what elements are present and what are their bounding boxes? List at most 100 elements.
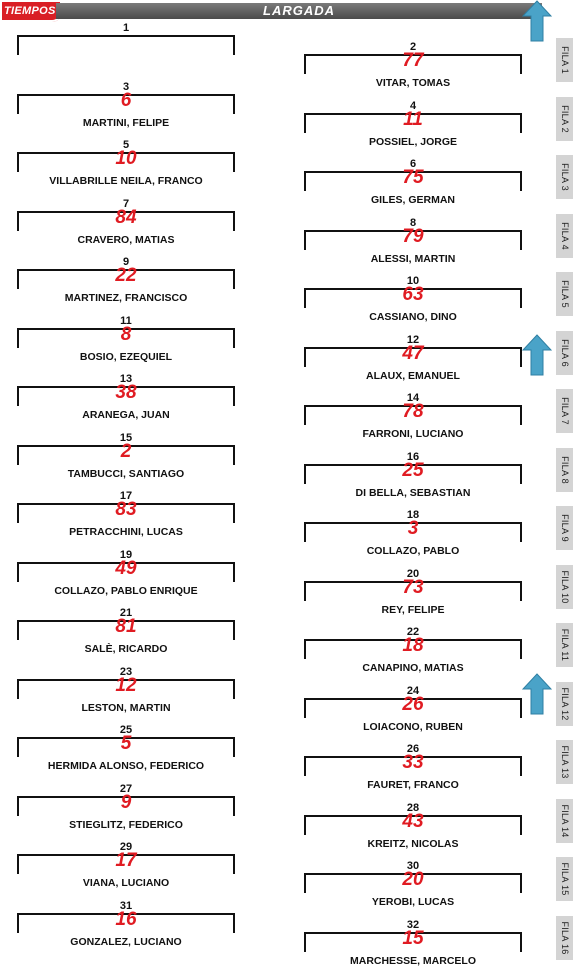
- arrow-up-icon: [521, 334, 553, 376]
- fila-label: FILA 2: [559, 104, 570, 133]
- arrow-up-icon: [521, 0, 553, 42]
- car-number: 47: [402, 342, 424, 364]
- fila-tab: FILA 7: [556, 389, 573, 433]
- grid-bracket: [17, 737, 235, 757]
- fila-tab: FILA 11: [556, 623, 573, 667]
- grid-position: 22: [406, 626, 420, 638]
- grid-position: 32: [406, 918, 420, 931]
- driver-name: BOSIO, EZEQUIEL: [79, 350, 173, 363]
- car-number: 49: [115, 557, 137, 579]
- grid-bracket: [304, 814, 522, 835]
- grid-position: 25: [119, 724, 133, 736]
- driver-name: KREITZ, NICOLAS: [367, 837, 459, 850]
- driver-name: FARRONI, LUCIANO: [362, 428, 464, 440]
- car-number: 12: [115, 674, 137, 696]
- logo-text: TIEMPOS: [4, 5, 56, 17]
- driver-name: SALÈ, RICARDO: [84, 643, 168, 655]
- grid-slot: 31 16 GONZALEZ, LUCIANO: [17, 900, 235, 960]
- grid-position: 20: [406, 567, 420, 580]
- grid-slot: 24 26 LOIACONO, RUBEN: [304, 685, 522, 745]
- grid-bracket: [304, 580, 522, 601]
- fila-label: FILA 4: [559, 221, 570, 250]
- fila-label: FILA 6: [559, 338, 570, 367]
- driver-name: GONZALEZ, LUCIANO: [70, 935, 182, 948]
- driver-name: ARANEGA, JUAN: [82, 409, 170, 421]
- car-number: 78: [402, 401, 424, 422]
- grid-slot: 27 9 STIEGLITZ, FEDERICO: [17, 783, 235, 843]
- grid-position: 27: [119, 782, 133, 795]
- grid-bracket: [17, 503, 235, 523]
- car-number: 9: [120, 791, 132, 813]
- grid-slot: 6 75 GILES, GERMAN: [304, 158, 522, 218]
- car-number: 33: [402, 752, 424, 773]
- grid-position: 26: [406, 743, 420, 755]
- grid-position: 4: [409, 99, 417, 112]
- grid-slot: 23 12 LESTON, MARTIN: [17, 666, 235, 726]
- fila-tab: FILA 5: [556, 272, 573, 316]
- car-number: 84: [115, 206, 137, 228]
- fila-tab: FILA 14: [556, 798, 573, 843]
- grid-bracket: [304, 697, 522, 718]
- grid-position: 14: [406, 392, 420, 404]
- car-number: 18: [402, 635, 424, 656]
- grid-slot: 28 43 KREITZ, NICOLAS: [304, 802, 522, 862]
- car-number: 5: [120, 733, 132, 754]
- grid-bracket: [17, 35, 235, 55]
- fila-tab: FILA 1: [556, 38, 573, 82]
- grid-slot: 9 22 MARTINEZ, FRANCISCO: [17, 256, 235, 316]
- driver-name: GILES, GERMAN: [370, 194, 455, 206]
- grid-bracket: [304, 463, 522, 484]
- grid-slot: 15 2 TAMBUCCI, SANTIAGO: [17, 432, 235, 492]
- grid-slot: 21 81 SALÈ, RICARDO: [17, 607, 235, 667]
- car-number: 16: [115, 908, 137, 930]
- grid-bracket: [304, 112, 522, 133]
- driver-name: PETRACCHINI, LUCAS: [69, 526, 183, 538]
- driver-name: HERMIDA ALONSO, FEDERICO: [47, 760, 205, 772]
- fila-label: FILA 1: [559, 46, 570, 74]
- grid-bracket: [304, 229, 522, 250]
- grid-slot: 2 77 VITAR, TOMAS: [304, 41, 522, 101]
- car-number: 11: [403, 108, 423, 130]
- grid-position: 21: [119, 607, 133, 619]
- car-number: 10: [115, 148, 137, 169]
- grid-position: 11: [120, 314, 132, 327]
- fila-label: FILA 10: [559, 569, 570, 604]
- grid-position: 28: [406, 801, 420, 814]
- car-number: 83: [115, 499, 137, 520]
- grid-position: 17: [119, 490, 133, 502]
- tiempos-logo: TIEMPOS: [0, 0, 62, 22]
- page-title: LARGADA: [263, 3, 335, 18]
- car-number: 17: [115, 850, 137, 871]
- fila-tab: FILA 3: [556, 155, 573, 199]
- grid-slot: 5 10 VILLABRILLE NEILA, FRANCO: [17, 139, 235, 199]
- car-number: 25: [402, 459, 424, 481]
- grid-position: 8: [409, 216, 417, 229]
- grid-slot: 18 3 COLLAZO, PABLO: [304, 509, 522, 569]
- grid-bracket: [304, 405, 522, 425]
- grid-slot: 11 8 BOSIO, EZEQUIEL: [17, 315, 235, 375]
- grid-bracket: [17, 561, 235, 582]
- grid-slot: 25 5 HERMIDA ALONSO, FEDERICO: [17, 724, 235, 784]
- grid-bracket: [17, 210, 235, 231]
- car-number: 79: [402, 225, 424, 247]
- grid-bracket: [304, 873, 522, 893]
- grid-bracket: [304, 346, 522, 367]
- grid-bracket: [304, 756, 522, 776]
- driver-name: ALAUX, EMANUEL: [366, 369, 460, 382]
- driver-name: YEROBI, LUCAS: [371, 896, 455, 908]
- fila-tab: FILA 6: [556, 330, 573, 375]
- grid-position: 10: [406, 275, 420, 287]
- fila-tab: FILA 16: [556, 915, 573, 960]
- car-number: 75: [402, 167, 424, 188]
- grid-slot: 14 78 FARRONI, LUCIANO: [304, 392, 522, 452]
- grid-slot: 17 83 PETRACCHINI, LUCAS: [17, 490, 235, 550]
- grid-bracket: [17, 678, 235, 699]
- driver-name: FAURET, FRANCO: [367, 779, 459, 791]
- car-number: 8: [120, 323, 132, 345]
- fila-tab: FILA 9: [556, 506, 573, 550]
- grid-position: 13: [119, 373, 133, 385]
- fila-label: FILA 5: [559, 280, 570, 308]
- fila-label: FILA 11: [559, 628, 570, 662]
- grid-position: 29: [119, 841, 133, 853]
- grid-position: 2: [409, 41, 417, 53]
